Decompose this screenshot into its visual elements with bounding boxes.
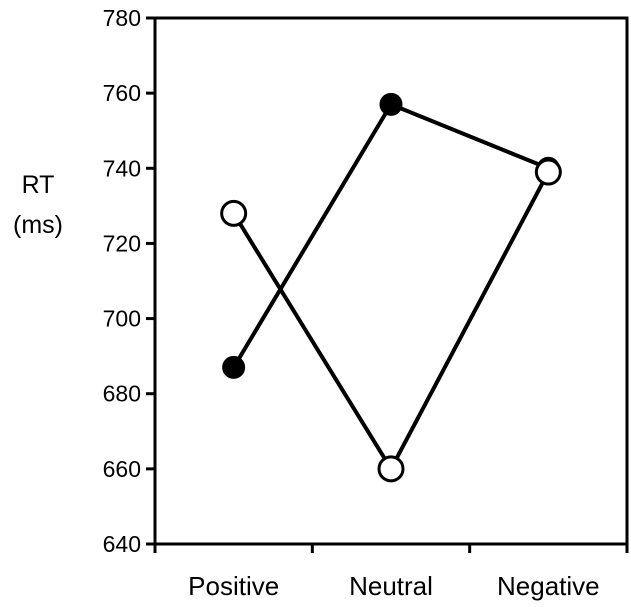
y-axis-label-line-1: RT xyxy=(22,171,55,199)
x-category-label: Neutral xyxy=(349,571,433,601)
series-2-point xyxy=(377,455,405,483)
y-tick-label: 640 xyxy=(103,531,141,557)
series-2-point xyxy=(534,158,562,186)
series-1-point xyxy=(222,355,246,379)
series-1-line xyxy=(231,101,550,369)
y-axis-label-line-2: (ms) xyxy=(13,211,63,239)
y-tick-label: 760 xyxy=(103,80,141,106)
y-tick-label: 680 xyxy=(103,381,141,407)
series-2-point xyxy=(220,199,248,227)
y-axis-ticks: 640 660 680 700 720 740 760 780 xyxy=(103,5,155,557)
x-category-label: Positive xyxy=(188,571,279,601)
y-tick-label: 740 xyxy=(103,155,141,181)
y-axis-label: RT (ms) xyxy=(13,171,63,239)
y-tick-label: 780 xyxy=(103,5,141,31)
y-tick-label: 720 xyxy=(103,230,141,256)
x-axis-ticks: Positive Neutral Negative xyxy=(153,544,629,601)
series-1-point xyxy=(379,92,403,116)
plot-frame xyxy=(153,16,629,546)
plot-border xyxy=(153,16,629,546)
y-tick-label: 700 xyxy=(103,306,141,332)
series-layer xyxy=(220,92,562,483)
y-tick-label: 660 xyxy=(103,456,141,482)
series-2-line xyxy=(231,171,551,473)
x-category-label: Negative xyxy=(497,571,600,601)
